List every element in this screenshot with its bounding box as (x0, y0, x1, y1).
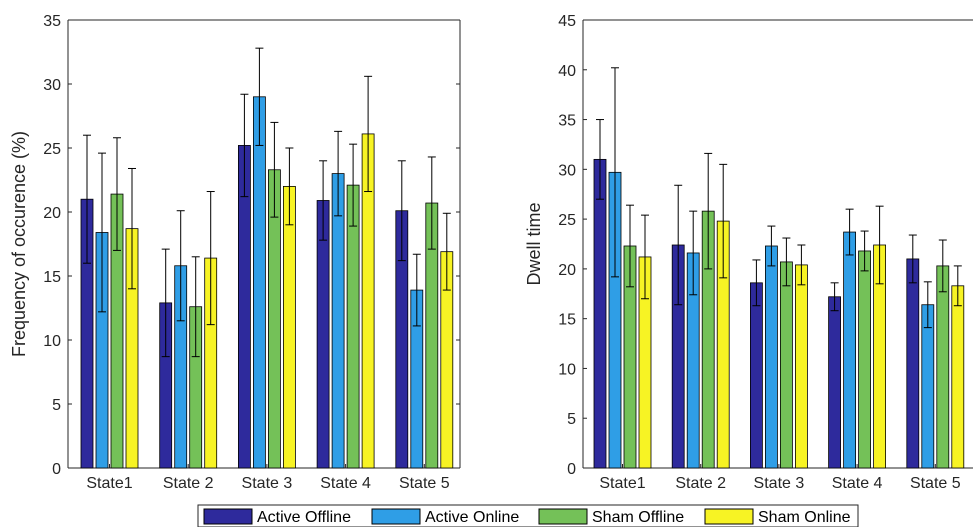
dwell-y-axis-title: Dwell time (524, 202, 544, 285)
dwell-x-tick-label-state-3: State 3 (754, 475, 805, 492)
dwell-y-tick-label: 5 (567, 411, 576, 428)
legend-label-active-offline: Active Offline (257, 509, 351, 526)
legend-label-active-online: Active Online (425, 509, 519, 526)
freq-x-tick-label-state-3: State 3 (242, 475, 293, 492)
freq-y-tick-label: 30 (43, 77, 61, 94)
freq-x-tick-label-state-4: State 4 (320, 475, 371, 492)
dwell-x-tick-label-state1: State1 (599, 475, 645, 492)
dwell-bar-state-4-active-offline (828, 296, 841, 469)
dwell-bar-state-5-sham-online (951, 285, 965, 469)
freq-y-tick-label: 10 (43, 333, 61, 350)
legend-swatch-active-offline (203, 508, 253, 525)
dwell-x-tick-label-state-2: State 2 (675, 475, 726, 492)
dwell-y-tick-label: 0 (567, 461, 576, 478)
dwell-bar-state1-active-offline (593, 158, 607, 469)
dwell-bar-state-3-active-offline (750, 282, 763, 469)
freq-y-tick-label: 35 (43, 13, 61, 30)
dwell-bar-state-5-sham-offline (936, 265, 950, 469)
dwell-bar-state-4-sham-offline (858, 250, 871, 469)
dwell-y-tick-label: 20 (558, 262, 576, 279)
freq-bar-state-4-active-online (331, 173, 345, 469)
freq-y-tick-label: 0 (52, 461, 61, 478)
dwell-y-tick-label: 35 (558, 113, 576, 130)
freq-y-tick-label: 5 (52, 397, 61, 414)
freq-bar-state-3-sham-online (282, 185, 296, 469)
freq-y-axis-title: Frequency of occurence (%) (9, 131, 29, 357)
dwell-x-tick-label-state-5: State 5 (910, 475, 961, 492)
dwell-bar-state-5-active-online (921, 304, 935, 469)
dwell-time-chart: 0 5 10 15 20 25 30 35 40 45 Dwell time State1 State … (524, 13, 973, 492)
freq-x-tick-label-state-5: State 5 (399, 475, 450, 492)
dwell-bar-state-5-active-offline (906, 258, 920, 469)
freq-y-tick-label: 25 (43, 141, 61, 158)
freq-x-tick-label-state1: State1 (86, 475, 132, 492)
legend-swatch-active-online (371, 508, 421, 525)
dwell-x-tick-label-state-4: State 4 (832, 475, 883, 492)
legend: Active Offline Active Online Sham Offlin… (197, 504, 859, 527)
dwell-bar-state-4-active-online (843, 231, 856, 469)
legend-label-sham-offline: Sham Offline (592, 509, 684, 526)
dwell-bar-state-3-sham-offline (780, 261, 793, 469)
dwell-y-tick-label: 15 (558, 312, 576, 329)
dwell-y-tick-label: 10 (558, 361, 576, 378)
dwell-bar-state-3-active-online (765, 245, 778, 469)
dwell-bar-state-3-sham-online (795, 264, 808, 469)
legend-swatch-sham-online (704, 508, 754, 525)
dwell-y-tick-label: 40 (558, 63, 576, 80)
legend-swatch-sham-offline (538, 508, 588, 525)
dwell-y-tick-label: 30 (558, 162, 576, 179)
freq-y-tick-label: 20 (43, 205, 61, 222)
dwell-y-tick-label: 25 (558, 212, 576, 229)
freq-y-tick-label: 15 (43, 269, 61, 286)
legend-label-sham-online: Sham Online (758, 509, 851, 526)
freq-bar-state-4-sham-offline (346, 184, 360, 469)
freq-bar-state-3-active-online (252, 96, 266, 469)
legend-box (197, 504, 859, 527)
frequency-chart: 0 5 10 15 20 25 30 35 Frequency of occurence (%)… (9, 13, 461, 492)
freq-x-tick-label-state-2: State 2 (163, 475, 214, 492)
dwell-y-tick-label: 45 (558, 13, 576, 30)
